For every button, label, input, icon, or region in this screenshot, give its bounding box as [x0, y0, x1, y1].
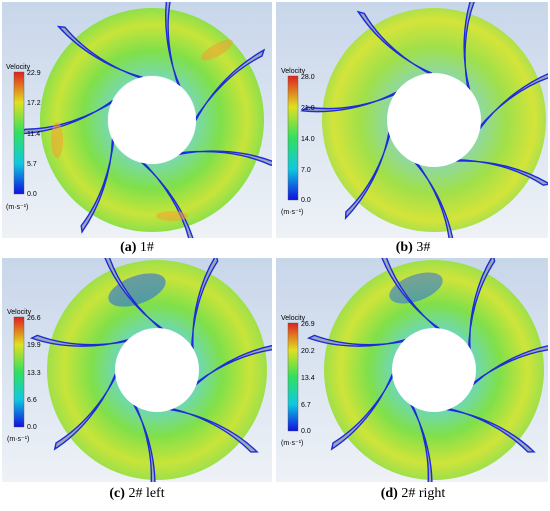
panel-c-image: Velocity 26.6 19.9 13.3 6.6 0.0 (m·s⁻¹): [2, 258, 272, 482]
impeller-contour-a: Velocity 22.9 17.2 11.4 5.7 0.0 (m·s⁻¹): [2, 2, 272, 238]
caption-letter-c: (c): [109, 486, 125, 501]
legend-title-a: Velocity: [6, 64, 31, 71]
blades-b: [300, 2, 548, 238]
legend-title-b: Velocity: [281, 68, 306, 75]
legend-tick-b-4: 0.0: [301, 197, 311, 204]
low-velocity-zone-d: [389, 272, 443, 304]
legend-tick-a-1: 17.2: [27, 100, 41, 107]
legend-c: Velocity 26.6 19.9 13.3 6.6 0.0 (m·s⁻¹): [7, 309, 41, 443]
legend-tick-c-1: 19.9: [27, 342, 41, 349]
impeller-contour-d: Velocity 26.9 20.2 13.4 6.7 0.0 (m·s⁻¹): [276, 258, 548, 482]
caption-letter-a: (a): [120, 240, 137, 255]
impeller-a: [18, 2, 272, 238]
legend-tick-d-2: 13.4: [301, 375, 315, 382]
high-velocity-zones-a: [51, 39, 233, 221]
legend-tick-b-3: 7.0: [301, 167, 311, 174]
caption-letter-b: (b): [395, 240, 413, 255]
caption-letter-d: (d): [380, 486, 398, 501]
legend-unit-d: (m·s⁻¹): [281, 440, 303, 447]
blades-a: [18, 2, 272, 238]
legend-tick-c-3: 6.6: [27, 397, 37, 404]
legend-tick-d-4: 0.0: [301, 428, 311, 435]
legend-tick-c-2: 13.3: [27, 370, 41, 377]
impeller-contour-c: Velocity 26.6 19.9 13.3 6.6 0.0 (m·s⁻¹): [2, 258, 272, 482]
legend-unit-b: (m·s⁻¹): [281, 209, 303, 216]
legend-tick-b-2: 14.0: [301, 136, 315, 143]
legend-colorbar-c: [13, 316, 25, 428]
legend-tick-a-3: 5.7: [27, 161, 37, 168]
legend-tick-d-0: 26.9: [301, 321, 315, 328]
blades-c: [29, 258, 272, 482]
legend-tick-d-3: 6.7: [301, 402, 311, 409]
legend-d: Velocity 26.9 20.2 13.4 6.7 0.0 (m·s⁻¹): [281, 315, 315, 447]
legend-unit-a: (m·s⁻¹): [6, 204, 28, 211]
legend-title-d: Velocity: [281, 315, 306, 322]
blades-d: [306, 258, 548, 482]
legend-title-c: Velocity: [7, 309, 32, 316]
legend-tick-b-0: 28.0: [301, 74, 315, 81]
legend-colorbar-a: [13, 71, 25, 195]
legend-tick-d-1: 20.2: [301, 348, 315, 355]
impeller-c: [29, 258, 272, 482]
legend-unit-c: (m·s⁻¹): [7, 436, 29, 443]
legend-tick-a-2: 11.4: [27, 131, 40, 138]
caption-c: (c) 2# left: [2, 486, 272, 502]
legend-b: Velocity 28.0 21.0 14.0 7.0 0.0 (m·s⁻¹): [281, 68, 315, 216]
caption-b: (b) 3#: [278, 240, 548, 256]
legend-a: Velocity 22.9 17.2 11.4 5.7 0.0 (m·s⁻¹): [6, 64, 41, 211]
impeller-contour-b: Velocity 28.0 21.0 14.0 7.0 0.0 (m·s⁻¹): [276, 2, 548, 238]
caption-text-d: 2# right: [397, 486, 446, 501]
panel-b-image: Velocity 28.0 21.0 14.0 7.0 0.0 (m·s⁻¹): [276, 2, 548, 238]
impeller-d: [306, 258, 548, 482]
legend-colorbar-b: [287, 75, 299, 201]
legend-colorbar-d: [287, 322, 299, 432]
legend-tick-b-1: 21.0: [301, 105, 315, 112]
panel-d-image: Velocity 26.9 20.2 13.4 6.7 0.0 (m·s⁻¹): [276, 258, 548, 482]
legend-tick-c-0: 26.6: [27, 315, 41, 322]
caption-text-b: 3#: [412, 240, 431, 255]
caption-a: (a) 1#: [2, 240, 272, 256]
legend-tick-a-0: 22.9: [27, 70, 41, 77]
caption-text-a: 1#: [136, 240, 154, 255]
legend-tick-a-4: 0.0: [27, 191, 37, 198]
caption-d: (d) 2# right: [278, 486, 548, 502]
legend-tick-c-4: 0.0: [27, 424, 37, 431]
caption-text-c: 2# left: [124, 486, 165, 501]
impeller-b: [300, 2, 548, 238]
panel-a-image: Velocity 22.9 17.2 11.4 5.7 0.0 (m·s⁻¹): [2, 2, 272, 238]
low-velocity-zone-c: [108, 273, 166, 307]
